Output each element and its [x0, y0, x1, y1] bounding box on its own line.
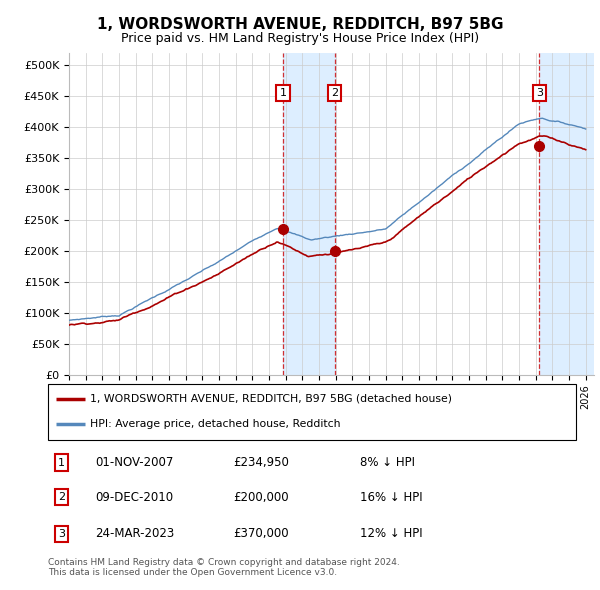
Text: HPI: Average price, detached house, Redditch: HPI: Average price, detached house, Redd…: [90, 419, 341, 430]
Text: 3: 3: [58, 529, 65, 539]
Text: 24-MAR-2023: 24-MAR-2023: [95, 527, 175, 540]
Text: £200,000: £200,000: [233, 490, 289, 504]
Text: £234,950: £234,950: [233, 456, 289, 469]
Text: 1, WORDSWORTH AVENUE, REDDITCH, B97 5BG: 1, WORDSWORTH AVENUE, REDDITCH, B97 5BG: [97, 17, 503, 31]
Text: Price paid vs. HM Land Registry's House Price Index (HPI): Price paid vs. HM Land Registry's House …: [121, 32, 479, 45]
Text: 2: 2: [331, 88, 338, 99]
Text: 1: 1: [58, 458, 65, 467]
Text: £370,000: £370,000: [233, 527, 289, 540]
Text: 16% ↓ HPI: 16% ↓ HPI: [359, 490, 422, 504]
Bar: [539, 53, 594, 375]
Text: 8% ↓ HPI: 8% ↓ HPI: [359, 456, 415, 469]
Text: 12% ↓ HPI: 12% ↓ HPI: [359, 527, 422, 540]
FancyBboxPatch shape: [48, 384, 576, 440]
Text: 09-DEC-2010: 09-DEC-2010: [95, 490, 173, 504]
Text: 2: 2: [58, 492, 65, 502]
Text: 1: 1: [280, 88, 286, 99]
Text: Contains HM Land Registry data © Crown copyright and database right 2024.
This d: Contains HM Land Registry data © Crown c…: [48, 558, 400, 577]
Text: 01-NOV-2007: 01-NOV-2007: [95, 456, 174, 469]
Text: 3: 3: [536, 88, 543, 99]
Bar: [283, 53, 335, 375]
Text: 1, WORDSWORTH AVENUE, REDDITCH, B97 5BG (detached house): 1, WORDSWORTH AVENUE, REDDITCH, B97 5BG …: [90, 394, 452, 404]
